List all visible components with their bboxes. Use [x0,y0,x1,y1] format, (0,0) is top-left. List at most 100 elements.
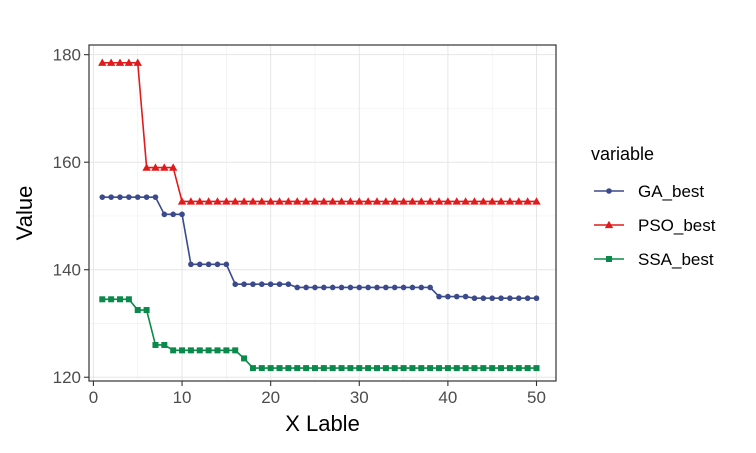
pso-best-point [479,197,488,205]
ssa-best-point [311,365,318,372]
pso-best-point [417,197,426,205]
ssa-best-point [108,296,115,303]
ga-best-point [258,281,265,288]
pso-best-point [523,197,532,205]
ssa-best-point [356,365,363,372]
legend-key-marker [606,188,612,194]
pso-best-point [514,197,523,205]
pso-best-point [186,197,196,205]
pso-best-point [204,197,213,205]
legend-item-ssa-best: SSA_best [594,250,714,269]
x-tick-label: 0 [89,388,98,407]
pso-best-point [142,163,151,171]
ssa-best-point [303,365,310,372]
pso-best-point [301,197,311,205]
ga-best-point [108,194,114,200]
ga-best-point [126,194,132,200]
pso-best-point [461,197,470,205]
ssa-best-line [102,298,537,369]
pso-best-point [443,197,453,205]
ssa-best-point [223,347,230,354]
ga-best-point [267,281,274,288]
pso-best-point [425,197,435,205]
ga-best-point [365,284,371,291]
ssa-best-point [436,365,443,372]
ga-best-point [303,284,309,291]
legend-label: SSA_best [638,250,714,269]
legend-label: GA_best [638,182,704,201]
pso-best-point [248,197,258,205]
pso-best-point [160,163,169,171]
ga-best-point [409,284,416,291]
pso-best-point [168,163,178,171]
pso-best-point [310,197,320,205]
ga-best-point [498,295,504,302]
ga-best-point [205,261,212,268]
ssa-best-point [338,365,345,372]
ssa-best-point [453,365,460,372]
ga-best-point [196,261,203,268]
ga-best-point [347,284,354,291]
ga-best-point [445,293,451,300]
ssa-best-point [524,365,531,372]
pso-best-point [408,197,417,205]
ga-best-point [436,293,442,300]
ga-best-point [117,194,123,200]
ssa-best-point [117,296,124,303]
ga-best-point [329,284,336,291]
pso-best-point [275,197,284,205]
ga-best-point [134,194,141,200]
pso-best-point [319,197,329,205]
legend: variable GA_best PSO_best SSA_best [591,144,716,269]
y-tick-label: 160 [53,153,81,172]
ssa-best-point [276,365,283,372]
pso-best-point [195,197,204,205]
ga-best-point [533,295,540,302]
y-tick-label: 180 [53,46,81,65]
ssa-best-point [515,365,522,372]
pso-best-point [124,58,134,66]
ssa-best-point [400,365,407,372]
pso-best-point [222,197,231,205]
pso-best-point [328,197,337,205]
pso-best-point [363,197,373,205]
ssa-best-point [373,365,380,372]
ga-best-point [321,284,327,291]
series-layer [98,58,541,372]
panel-border [88,44,557,382]
ga-best-line [102,196,537,300]
ga-best-point [276,281,283,288]
pso-best-point [355,197,364,205]
pso-best-point [284,197,293,205]
ssa-best-point [241,355,248,362]
pso-best-point [372,197,382,205]
ssa-best-point [462,365,469,372]
legend-item-pso-best: PSO_best [594,216,716,235]
ssa-best-point [427,365,434,372]
ssa-best-point [205,347,212,354]
series-ga-best [99,194,540,302]
y-axis: 120 140 160 180 [53,46,89,387]
pso-best-point [390,197,399,205]
pso-best-point [106,58,116,66]
ssa-best-point [391,365,398,372]
x-tick-label: 10 [173,388,192,407]
pso-best-point [337,197,346,205]
ssa-best-point [418,365,425,372]
pso-best-point [505,197,515,205]
ssa-best-point [179,347,186,354]
ga-best-point [223,261,230,268]
x-tick-label: 30 [350,388,369,407]
ssa-best-point [320,365,327,372]
ga-best-point [515,295,522,302]
pso-best-point [239,197,249,205]
x-axis-title: X Lable [285,411,360,436]
ssa-best-point [285,365,292,372]
pso-best-point [346,197,355,205]
ssa-best-point [498,365,505,372]
legend-item-ga-best: GA_best [594,182,704,201]
pso-best-point [98,58,107,66]
ga-best-point [462,293,469,300]
ssa-best-point [187,347,194,354]
